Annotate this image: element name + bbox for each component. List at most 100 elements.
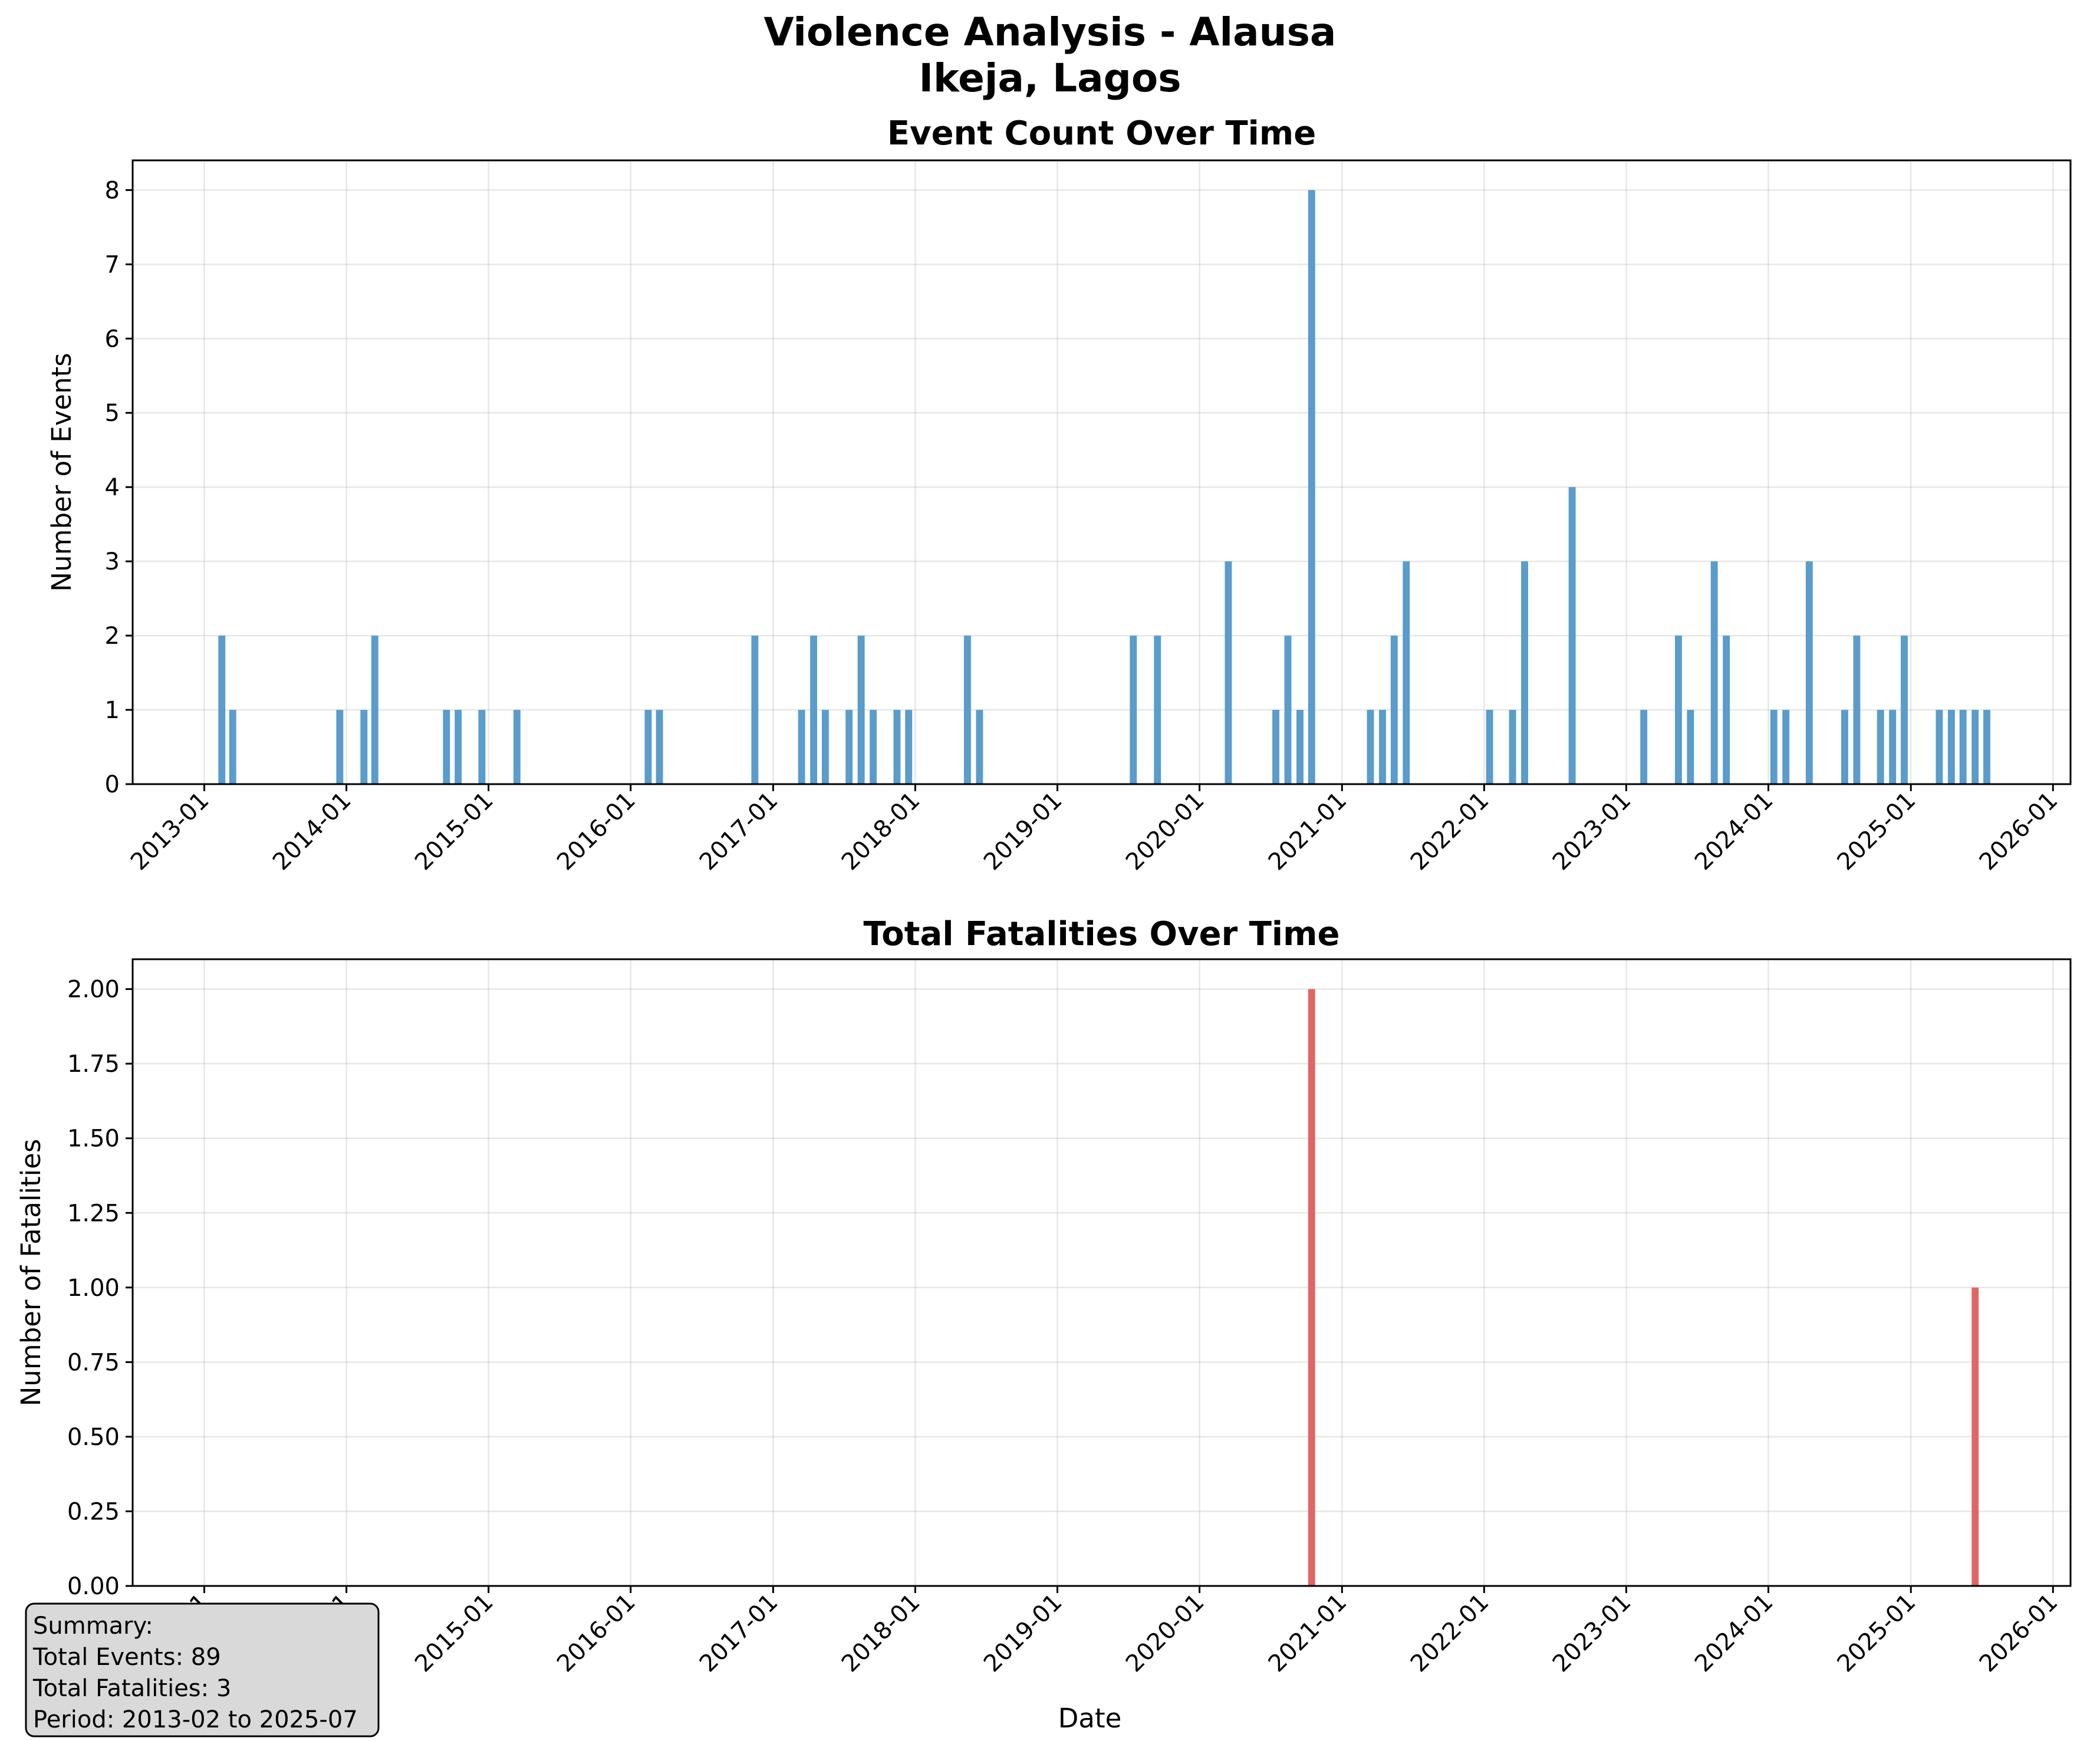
axes-frame	[131, 159, 2072, 785]
bar	[1403, 561, 1410, 784]
bar	[229, 710, 236, 784]
y-tick-label: 2.00	[67, 976, 120, 1003]
y-tick-label: 5	[105, 400, 120, 427]
bar	[1853, 636, 1861, 784]
bar	[1841, 710, 1848, 784]
bar	[1674, 636, 1682, 784]
bar	[644, 710, 652, 784]
x-tick-label: 2013-01	[126, 787, 215, 876]
y-tick-label: 0.25	[67, 1498, 120, 1525]
bar	[443, 710, 450, 784]
bar	[1770, 710, 1778, 784]
y-tick-label: 0.00	[67, 1573, 120, 1600]
bar	[893, 710, 901, 784]
x-tick-label: 2016-01	[552, 787, 641, 876]
bar	[751, 636, 759, 784]
y-tick-label: 0	[105, 771, 120, 798]
bar	[810, 636, 818, 784]
bar	[1971, 1287, 1979, 1586]
x-tick-label: 2014-01	[268, 787, 357, 876]
bar	[1154, 636, 1161, 784]
x-tick-label: 2025-01	[1832, 1589, 1921, 1678]
x-tick-label: 2026-01	[1974, 1589, 2063, 1678]
bar	[1568, 487, 1576, 784]
bar	[1367, 710, 1374, 784]
y-tick-label: 1.75	[67, 1051, 120, 1078]
bar	[1390, 636, 1398, 784]
bar	[964, 636, 971, 784]
bar	[1521, 561, 1529, 784]
x-tick-label: 2019-01	[979, 787, 1068, 876]
x-tick-label: 2024-01	[1690, 787, 1779, 876]
x-tick-label: 2022-01	[1406, 1589, 1495, 1678]
bar	[1971, 710, 1979, 784]
bar	[857, 636, 865, 784]
x-tick-label: 2015-01	[410, 1589, 499, 1678]
bar	[656, 710, 663, 784]
bar	[905, 710, 913, 784]
x-tick-label: 2023-01	[1548, 1589, 1637, 1678]
summary-box-frame	[25, 1602, 380, 1737]
bar	[1983, 710, 1990, 784]
bar	[1901, 636, 1908, 784]
bar	[1877, 710, 1884, 784]
summary-period: Period: 2013-02 to 2025-07	[33, 1706, 358, 1733]
bar	[1723, 636, 1730, 784]
bar	[798, 710, 805, 784]
y-tick-label: 3	[105, 548, 120, 575]
bar	[1936, 710, 1943, 784]
x-tick-label: 2016-01	[552, 1589, 641, 1678]
y-tick-label: 8	[105, 177, 120, 204]
bar	[1308, 190, 1315, 784]
axes-frame	[131, 958, 2072, 1587]
bar	[1509, 710, 1516, 784]
y-tick-label: 1	[105, 697, 120, 724]
bar	[1225, 561, 1232, 784]
bar	[371, 636, 378, 784]
x-tick-label: 2019-01	[979, 1589, 1068, 1678]
x-tick-label: 2017-01	[694, 787, 784, 876]
y-tick-label: 7	[105, 251, 120, 278]
x-tick-label: 2015-01	[410, 787, 499, 876]
x-tick-label: 2021-01	[1263, 787, 1352, 876]
y-tick-label: 2	[105, 623, 120, 650]
y-tick-label: 1.50	[67, 1125, 120, 1153]
x-tick-label: 2018-01	[837, 1589, 926, 1678]
figure-title-line-1: Violence Analysis - Alausa	[764, 9, 1337, 55]
bar	[1379, 710, 1386, 784]
bar	[1640, 710, 1648, 784]
bar	[1959, 710, 1967, 784]
x-tick-label: 2024-01	[1690, 1589, 1779, 1678]
x-tick-label: 2020-01	[1121, 1589, 1210, 1678]
bar	[1687, 710, 1694, 784]
bar	[478, 710, 486, 784]
bar	[1805, 561, 1813, 784]
x-tick-label: 2025-01	[1832, 787, 1921, 876]
y-tick-label: 6	[105, 325, 120, 353]
figure-title-line-2: Ikeja, Lagos	[919, 55, 1181, 101]
bar	[513, 710, 521, 784]
x-tick-label: 2026-01	[1974, 787, 2063, 876]
x-tick-label: 2021-01	[1263, 1589, 1352, 1678]
bar	[360, 710, 368, 784]
summary-box: Summary: Total Events: 89 Total Fataliti…	[25, 1602, 380, 1737]
y-axis-label: Number of Fatalities	[15, 1139, 47, 1407]
bar	[1889, 710, 1897, 784]
chart-title: Event Count Over Time	[887, 114, 1316, 153]
bar	[821, 710, 829, 784]
y-tick-label: 0.50	[67, 1424, 120, 1451]
bar	[845, 710, 853, 784]
bar	[870, 710, 877, 784]
x-tick-label: 2023-01	[1548, 787, 1637, 876]
summary-total-fatalities: Total Fatalities: 3	[32, 1675, 231, 1702]
y-tick-label: 1.25	[67, 1200, 120, 1227]
bar	[1486, 710, 1493, 784]
bar	[1947, 710, 1955, 784]
x-axis-label: Date	[1058, 1703, 1122, 1734]
y-axis-label: Number of Events	[46, 353, 77, 591]
bar	[1284, 636, 1292, 784]
y-tick-label: 4	[105, 474, 120, 501]
x-tick-label: 2018-01	[837, 787, 926, 876]
y-tick-label: 1.00	[67, 1275, 120, 1302]
event-count-chart: 0 1 2 3 4 5 6 7 8 2013-01 2014-01 2015-01 2016-01 201…	[46, 114, 2072, 876]
